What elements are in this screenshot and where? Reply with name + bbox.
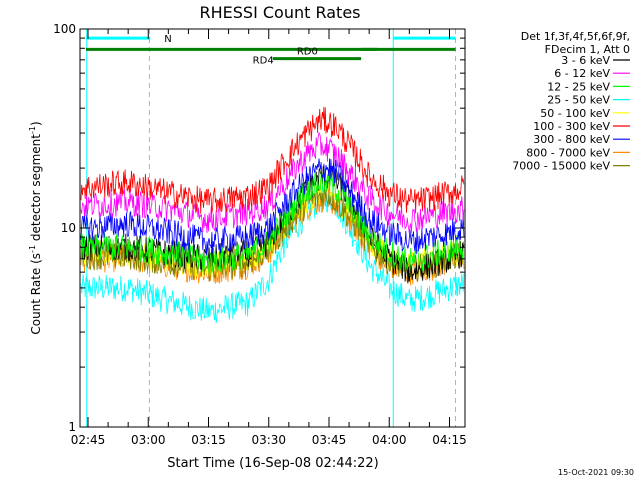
series-line-12-25keV-kev <box>80 168 465 273</box>
x-tick-label-0415: 04:15 <box>432 433 467 447</box>
series-line-6-12keV-kev <box>80 131 465 234</box>
y-tick-label-100: 100 <box>53 22 76 36</box>
x-tick-label-0315: 03:15 <box>191 433 226 447</box>
legend-label-8: 7000 - 15000 keV <box>512 160 610 173</box>
annotation-label-rd0: RD0 <box>297 46 318 57</box>
x-tick-label-0345: 03:45 <box>312 433 347 447</box>
legend-header-line-2: FDecim 1, Att 0 <box>545 43 630 56</box>
chart-title: RHESSI Count Rates <box>200 3 361 22</box>
legend: Det 1f,3f,4f,5f,6f,9f, FDecim 1, Att 0 3… <box>512 30 630 173</box>
legend-label-5: 100 - 300 keV <box>533 120 610 133</box>
footer-timestamp: 15-Oct-2021 09:30 <box>558 468 634 477</box>
x-tick-label-0245: 02:45 <box>71 433 106 447</box>
legend-label-0: 3 - 6 keV <box>561 54 610 67</box>
plot-area: N RD0 RD4 <box>80 29 465 427</box>
series-line-300-800keV-kev <box>80 157 465 256</box>
legend-label-1: 6 - 12 keV <box>554 67 610 80</box>
legend-header-line-1: Det 1f,3f,4f,5f,6f,9f, <box>521 30 630 43</box>
annotation-label-n: N <box>164 34 171 45</box>
legend-label-4: 50 - 100 keV <box>540 107 610 120</box>
y-tick-label-1: 1 <box>68 420 76 434</box>
legend-label-2: 12 - 25 keV <box>547 80 610 93</box>
y-tick-label-10: 10 <box>61 221 76 235</box>
legend-label-6: 300 - 800 keV <box>533 133 610 146</box>
y-axis-label: Count Rate (s-1 detector segment-1) <box>28 121 43 334</box>
x-tick-label-0300: 03:00 <box>131 433 166 447</box>
series-line-100-300keV-kev <box>80 106 465 214</box>
series-line-7000-15000keV-kev <box>80 187 465 283</box>
legend-label-7: 800 - 7000 keV <box>526 146 610 159</box>
axes: 1 10 100 02:45 03:00 03:15 03:30 03:45 04:00 04:1… <box>53 22 467 447</box>
legend-label-3: 25 - 50 keV <box>547 94 610 107</box>
x-tick-label-0330: 03:30 <box>251 433 286 447</box>
series-line-25-50keV-kev <box>80 185 465 323</box>
annotation-label-rd4: RD4 <box>253 56 274 67</box>
x-tick-label-0400: 04:00 <box>372 433 407 447</box>
x-axis-label: Start Time (16-Sep-08 02:44:22) <box>167 456 378 471</box>
